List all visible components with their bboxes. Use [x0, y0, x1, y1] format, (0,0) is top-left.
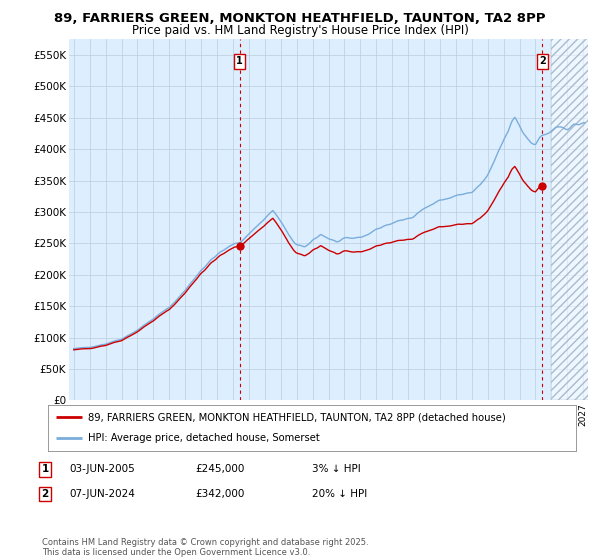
Text: 3% ↓ HPI: 3% ↓ HPI	[312, 464, 361, 474]
Text: Contains HM Land Registry data © Crown copyright and database right 2025.
This d: Contains HM Land Registry data © Crown c…	[42, 538, 368, 557]
Text: HPI: Average price, detached house, Somerset: HPI: Average price, detached house, Some…	[88, 433, 319, 444]
Text: Price paid vs. HM Land Registry's House Price Index (HPI): Price paid vs. HM Land Registry's House …	[131, 24, 469, 36]
Text: 1: 1	[41, 464, 49, 474]
Text: 2: 2	[539, 56, 545, 66]
Text: 03-JUN-2005: 03-JUN-2005	[69, 464, 135, 474]
Text: 89, FARRIERS GREEN, MONKTON HEATHFIELD, TAUNTON, TA2 8PP: 89, FARRIERS GREEN, MONKTON HEATHFIELD, …	[54, 12, 546, 25]
Text: £342,000: £342,000	[195, 489, 244, 499]
Text: 1: 1	[236, 56, 243, 66]
Text: 2: 2	[41, 489, 49, 499]
Text: £245,000: £245,000	[195, 464, 244, 474]
Text: 20% ↓ HPI: 20% ↓ HPI	[312, 489, 367, 499]
Text: 07-JUN-2024: 07-JUN-2024	[69, 489, 135, 499]
Text: 89, FARRIERS GREEN, MONKTON HEATHFIELD, TAUNTON, TA2 8PP (detached house): 89, FARRIERS GREEN, MONKTON HEATHFIELD, …	[88, 412, 505, 422]
